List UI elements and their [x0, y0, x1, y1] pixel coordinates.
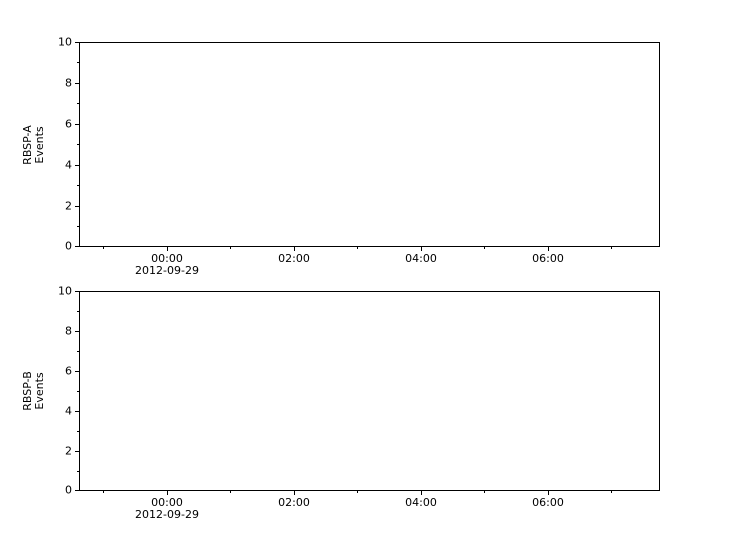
x-tick-label-b-0400-time: 04:00 — [405, 496, 437, 509]
y-tick-major-b-0 — [75, 490, 79, 491]
x-tick-major-b-0000 — [167, 491, 168, 495]
x-tick-minor-a-m1 — [103, 247, 104, 249]
y-tick-label-a-4: 4 — [65, 158, 72, 172]
y-tick-minor-a-9 — [77, 62, 79, 63]
axes-frame-b — [79, 291, 660, 491]
y-tick-label-a-10: 10 — [58, 35, 72, 49]
x-tick-major-a-0400 — [421, 247, 422, 251]
x-tick-label-a-0600-time: 06:00 — [532, 252, 564, 265]
y-tick-minor-a-1 — [77, 226, 79, 227]
x-tick-label-b-0000-time: 00:00 — [151, 496, 183, 509]
y-tick-minor-b-9 — [77, 311, 79, 312]
y-axis-label-a-line2: Events — [33, 125, 46, 164]
x-tick-label-b-0400: 04:00 — [405, 497, 437, 509]
y-axis-label-a: RBSP-A Events — [21, 85, 46, 205]
x-tick-major-a-0600 — [548, 247, 549, 251]
y-tick-label-b-2: 2 — [65, 444, 72, 458]
y-tick-major-a-4 — [75, 165, 79, 166]
x-tick-label-a-0200: 02:00 — [278, 253, 310, 265]
y-tick-minor-b-1 — [77, 471, 79, 472]
x-tick-major-b-0200 — [294, 491, 295, 495]
x-tick-major-a-0200 — [294, 247, 295, 251]
y-tick-major-b-2 — [75, 451, 79, 452]
x-tick-major-b-0400 — [421, 491, 422, 495]
plot-panel-rbsp-a: RBSP-A Events 10 8 6 4 2 0 00:00 2012-09… — [21, 37, 660, 277]
x-tick-label-a-0000: 00:00 2012-09-29 — [135, 253, 199, 277]
x-tick-label-a-0000-date: 2012-09-29 — [135, 264, 199, 277]
y-tick-label-a-0: 0 — [65, 239, 72, 253]
y-tick-minor-b-3 — [77, 431, 79, 432]
y-tick-minor-a-3 — [77, 185, 79, 186]
y-tick-major-b-4 — [75, 411, 79, 412]
x-tick-minor-a-0300 — [357, 247, 358, 249]
plot-panel-rbsp-b: RBSP-B Events 10 8 6 4 2 0 00:00 2012-09… — [21, 286, 660, 521]
y-tick-label-a-8: 8 — [65, 76, 72, 90]
x-tick-minor-b-0500 — [484, 491, 485, 493]
x-tick-label-a-0000-time: 00:00 — [151, 252, 183, 265]
x-tick-label-b-0600-time: 06:00 — [532, 496, 564, 509]
x-tick-label-b-0600: 06:00 — [532, 497, 564, 509]
x-tick-minor-a-0700 — [611, 247, 612, 249]
x-tick-label-b-0200: 02:00 — [278, 497, 310, 509]
y-axis-label-b-line2: Events — [33, 372, 46, 410]
x-tick-minor-b-0100 — [230, 491, 231, 493]
y-tick-major-b-6 — [75, 371, 79, 372]
y-tick-major-a-10 — [75, 42, 79, 43]
y-tick-label-b-4: 4 — [65, 404, 72, 418]
x-tick-minor-b-0300 — [357, 491, 358, 493]
y-tick-minor-a-7 — [77, 103, 79, 104]
x-tick-major-b-0600 — [548, 491, 549, 495]
y-tick-major-a-6 — [75, 124, 79, 125]
x-tick-minor-a-0100 — [230, 247, 231, 249]
x-tick-minor-b-m1 — [103, 491, 104, 493]
y-tick-label-a-2: 2 — [65, 199, 72, 213]
y-tick-label-a-6: 6 — [65, 117, 72, 131]
y-tick-minor-b-7 — [77, 351, 79, 352]
x-tick-label-a-0400: 04:00 — [405, 253, 437, 265]
y-tick-minor-b-5 — [77, 391, 79, 392]
y-tick-major-a-2 — [75, 206, 79, 207]
y-tick-label-b-0: 0 — [65, 483, 72, 497]
x-tick-minor-b-0700 — [611, 491, 612, 493]
x-tick-label-b-0200-time: 02:00 — [278, 496, 310, 509]
y-tick-major-a-0 — [75, 246, 79, 247]
y-tick-major-b-10 — [75, 291, 79, 292]
y-tick-label-b-10: 10 — [58, 284, 72, 298]
x-tick-label-a-0600: 06:00 — [532, 253, 564, 265]
x-tick-label-b-0000: 00:00 2012-09-29 — [135, 497, 199, 521]
x-tick-label-a-0400-time: 04:00 — [405, 252, 437, 265]
y-axis-label-b: RBSP-B Events — [21, 331, 46, 451]
x-tick-label-a-0200-time: 02:00 — [278, 252, 310, 265]
x-tick-minor-a-0500 — [484, 247, 485, 249]
y-tick-major-a-8 — [75, 83, 79, 84]
x-tick-major-a-0000 — [167, 247, 168, 251]
y-tick-major-b-8 — [75, 331, 79, 332]
y-tick-minor-a-5 — [77, 144, 79, 145]
x-tick-label-b-0000-date: 2012-09-29 — [135, 508, 199, 521]
y-tick-label-b-8: 8 — [65, 324, 72, 338]
y-tick-label-b-6: 6 — [65, 364, 72, 378]
axes-frame-a — [79, 42, 660, 247]
